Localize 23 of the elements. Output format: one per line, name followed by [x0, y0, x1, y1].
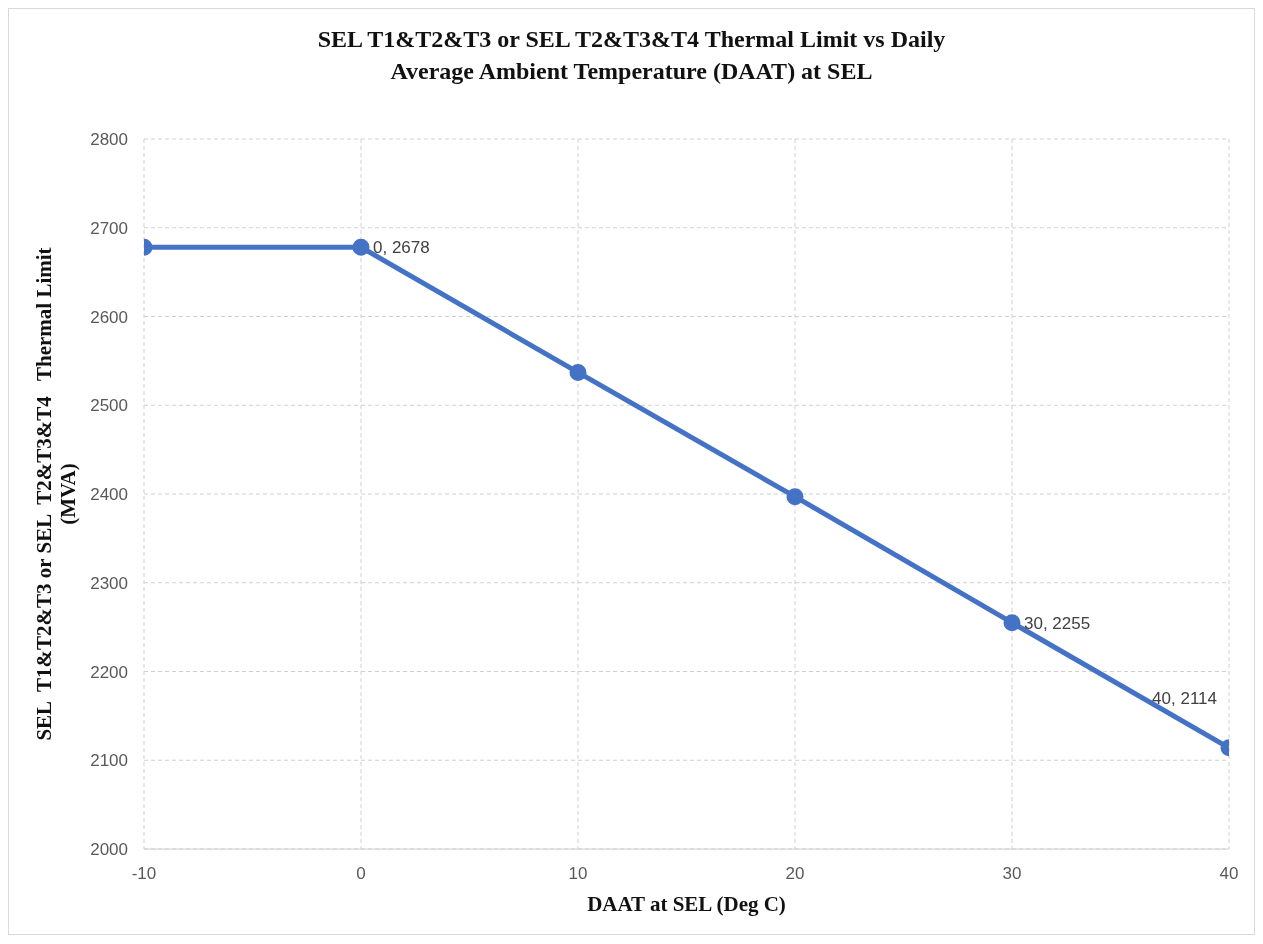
- y-tick-label: 2800: [90, 130, 128, 150]
- point: [786, 488, 804, 506]
- y-tick-label: 2400: [90, 485, 128, 505]
- y-tick-label: 2600: [90, 307, 128, 327]
- x-tick-label: 10: [568, 864, 588, 884]
- y-tick-label: 2100: [90, 751, 128, 771]
- data-label: 40, 2114: [1152, 688, 1217, 708]
- y-tick-label: 2700: [90, 218, 128, 238]
- x-tick-label: 0: [356, 864, 366, 884]
- chart-title: SEL T1&T2&T3 or SEL T2&T3&T4 Thermal Limit vs Daily Average Ambient Temperature (DAAT) at SEL: [316, 25, 947, 86]
- x-tick-label: -10: [131, 864, 157, 884]
- y-tick-label: 2000: [90, 840, 128, 860]
- x-tick-label: 30: [1002, 864, 1022, 884]
- y-tick-label: 2300: [90, 573, 128, 593]
- data-label: 30, 2255: [1024, 613, 1091, 633]
- x-axis-title: DAAT at SEL (Deg C): [587, 892, 786, 916]
- y-axis-title: SEL T1&T2&T3 or SEL T2&T3&T4 Thermal Limit (MVA): [32, 247, 80, 741]
- y-tick-label: 2500: [90, 396, 128, 416]
- point: [569, 363, 587, 381]
- x-tick-label: 20: [785, 864, 805, 884]
- data-label: 0, 2678: [373, 238, 430, 258]
- y-tick-label: 2200: [90, 662, 128, 682]
- x-tick-label: 40: [1219, 864, 1239, 884]
